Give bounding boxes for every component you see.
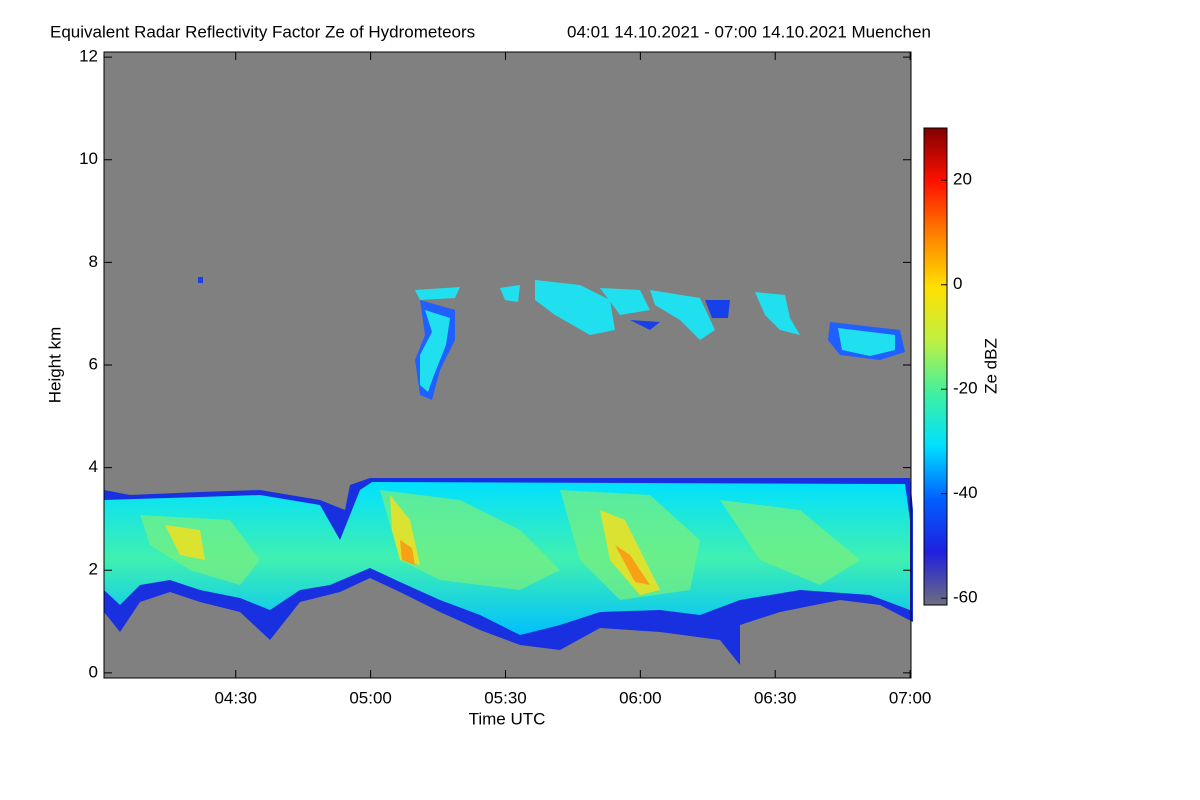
- y-tick-label: 10: [79, 149, 98, 168]
- colorbar-tick-label: 20: [953, 170, 972, 189]
- radar-echoes: [104, 277, 913, 665]
- x-tick-label: 05:30: [484, 688, 527, 707]
- y-tick-label: 6: [89, 354, 98, 373]
- colorbar-label: Ze dBZ: [981, 338, 1000, 394]
- x-tick-label: 05:00: [349, 688, 392, 707]
- colorbar-tick-label: 0: [953, 274, 962, 293]
- x-tick-label: 07:00: [889, 688, 932, 707]
- colorbar-tick-label: -60: [953, 588, 978, 607]
- chart-title: Equivalent Radar Reflectivity Factor Ze …: [50, 22, 475, 41]
- x-axis-label: Time UTC: [469, 709, 546, 728]
- y-tick-label: 4: [89, 457, 98, 476]
- y-tick-label: 0: [89, 662, 98, 681]
- x-tick-label: 04:30: [214, 688, 257, 707]
- colorbar-tick-label: -20: [953, 379, 978, 398]
- x-tick-label: 06:00: [619, 688, 662, 707]
- x-tick-label: 06:30: [754, 688, 797, 707]
- y-tick-label: 12: [79, 47, 98, 66]
- y-tick-label: 2: [89, 560, 98, 579]
- y-tick-label: 8: [89, 252, 98, 271]
- colorbar: -60 -40 -20 0 20: [923, 127, 978, 607]
- colorbar-scale: [923, 127, 948, 606]
- chart-subtitle: 04:01 14.10.2021 - 07:00 14.10.2021 Muen…: [567, 22, 931, 41]
- colorbar-tick-label: -40: [953, 483, 978, 502]
- y-axis-label: Height km: [45, 327, 64, 404]
